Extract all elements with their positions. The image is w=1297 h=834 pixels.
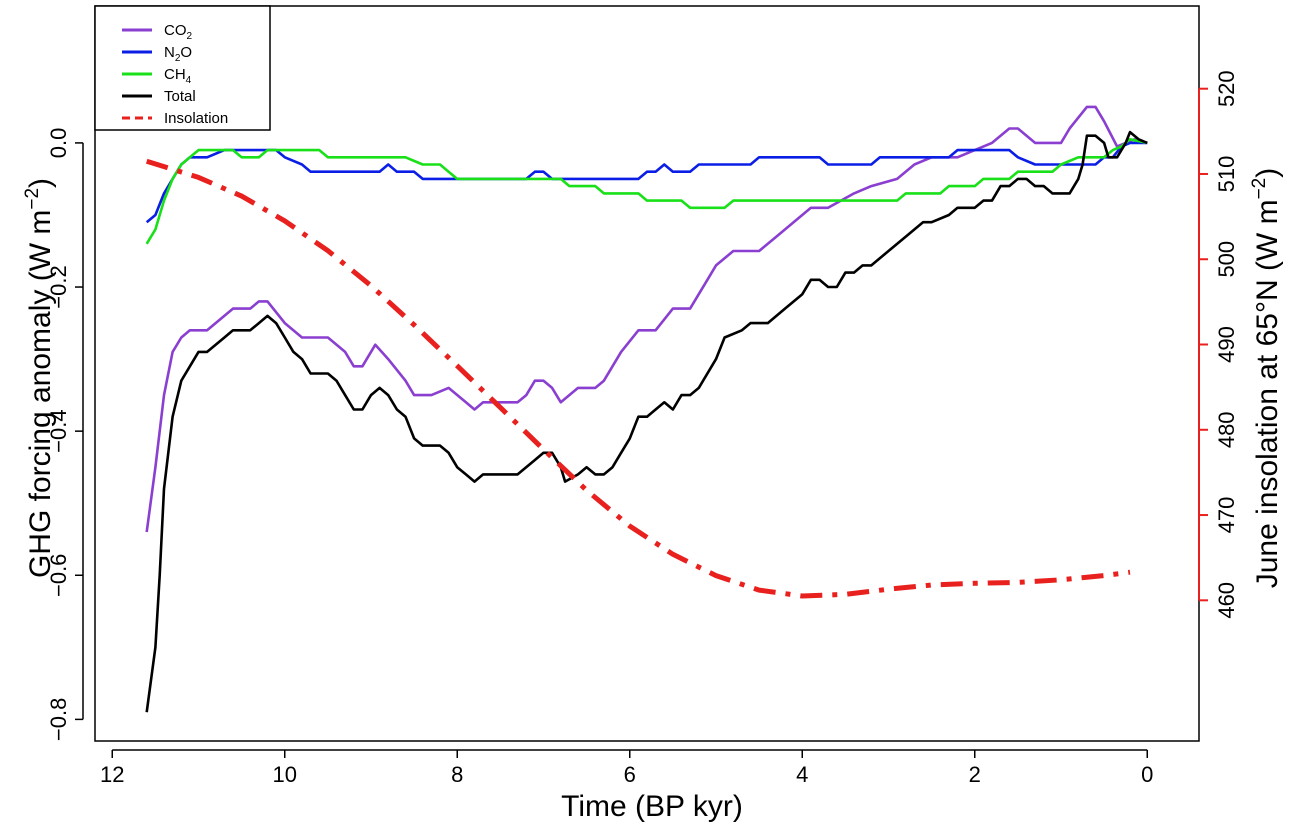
legend-label-text: CO <box>164 22 187 39</box>
y-tick-label: −0.8 <box>46 698 71 741</box>
legend-label-total: Total <box>164 88 196 105</box>
legend-label-insolation: Insolation <box>164 110 228 127</box>
legend-box <box>94 5 271 131</box>
series-line-ch4 <box>145 138 1148 245</box>
legend-label-text: N <box>164 44 175 61</box>
series-line-total <box>145 130 1148 713</box>
x-tick-label: 8 <box>451 762 463 787</box>
legend-label-ch4: CH4 <box>164 66 192 86</box>
y2-tick-label: 520 <box>1214 70 1239 107</box>
legend-label-sub: 2 <box>187 31 193 42</box>
series-line-insolation <box>145 158 1131 599</box>
legend-label-sub: 2 <box>175 53 181 64</box>
legend-label-co2: CO2 <box>164 22 193 42</box>
y2-tick-label: 490 <box>1214 326 1239 363</box>
y-axis-title-close: ) <box>24 178 57 188</box>
y-axis-title-sup: −2 <box>22 188 43 210</box>
x-axis: 12 10 8 6 4 2 0 <box>100 749 1153 787</box>
y2-tick-label: 510 <box>1214 156 1239 193</box>
x-axis-title: Time (BP kyr) <box>561 790 743 823</box>
legend-label-n2o: N2O <box>164 44 192 64</box>
legend-label-text: Insolation <box>164 110 228 127</box>
y2-axis: 460 470 480 490 500 510 520 <box>1198 70 1239 619</box>
x-tick-label: 4 <box>796 762 808 787</box>
y2-tick-label: 480 <box>1214 411 1239 448</box>
y2-axis-title-sup: −2 <box>1249 178 1270 200</box>
x-tick-label: 12 <box>100 762 124 787</box>
legend-label-tail: O <box>180 44 192 61</box>
legend-label-text: Total <box>164 88 196 105</box>
y-tick-label: 0.0 <box>46 128 71 159</box>
y2-tick-label: 500 <box>1214 241 1239 278</box>
legend-label-sub: 4 <box>186 75 192 86</box>
y-axis-title: GHG forcing anomaly (W m−2) <box>22 178 57 578</box>
y-tick-label: −0.4 <box>46 409 71 452</box>
x-tick-label: 6 <box>624 762 636 787</box>
y-axis: −0.8 −0.6 −0.4 −0.2 0.0 <box>46 128 84 741</box>
y2-axis-title-main: June insolation at 65°N (W m <box>1251 199 1284 588</box>
y2-tick-label: 460 <box>1214 582 1239 619</box>
x-tick-label: 0 <box>1141 762 1153 787</box>
y-tick-label: −0.6 <box>46 554 71 597</box>
y-axis-title-main: GHG forcing anomaly (W m <box>24 210 57 578</box>
x-tick-label: 2 <box>969 762 981 787</box>
y2-axis-title-close: ) <box>1251 168 1284 178</box>
y2-tick-label: 470 <box>1214 497 1239 534</box>
legend-label-text: CH <box>164 66 186 83</box>
x-tick-label: 10 <box>273 762 297 787</box>
y-tick-label: −0.2 <box>46 265 71 308</box>
y2-axis-title: June insolation at 65°N (W m−2) <box>1249 168 1284 589</box>
series-line-n2o <box>145 141 1148 224</box>
series-line-co2 <box>145 105 1148 533</box>
series-layer <box>145 105 1148 713</box>
